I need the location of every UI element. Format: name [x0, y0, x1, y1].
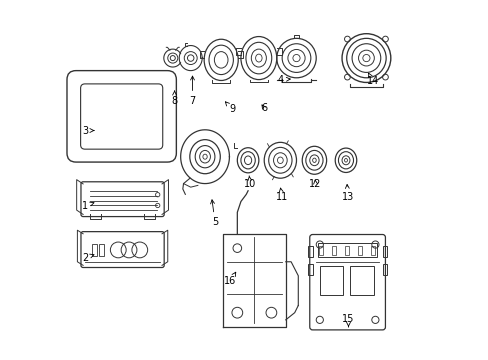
Text: 9: 9	[225, 102, 235, 114]
Text: 10: 10	[244, 176, 256, 189]
Text: 15: 15	[342, 314, 354, 327]
Bar	[308, 246, 312, 257]
Bar	[308, 264, 312, 275]
Bar	[371, 246, 374, 255]
Text: 4: 4	[277, 75, 290, 85]
Bar	[358, 246, 361, 255]
Text: 2: 2	[81, 253, 94, 263]
Bar	[319, 266, 343, 295]
Bar	[345, 246, 348, 255]
Bar	[382, 264, 386, 275]
Text: 8: 8	[171, 90, 177, 106]
Text: 1: 1	[81, 201, 94, 211]
Text: 13: 13	[341, 185, 353, 202]
Text: 12: 12	[309, 179, 321, 189]
Text: 16: 16	[224, 272, 236, 286]
Bar	[319, 246, 323, 255]
Bar	[317, 243, 376, 257]
Text: 14: 14	[366, 73, 378, 86]
Text: 5: 5	[210, 200, 218, 227]
Text: 11: 11	[275, 188, 288, 202]
Bar	[382, 246, 386, 257]
Text: 3: 3	[81, 126, 94, 135]
Bar	[99, 244, 104, 256]
Text: 6: 6	[261, 103, 267, 113]
Text: 7: 7	[189, 76, 195, 106]
Bar	[92, 244, 97, 256]
Bar	[332, 246, 335, 255]
Bar	[349, 266, 373, 295]
